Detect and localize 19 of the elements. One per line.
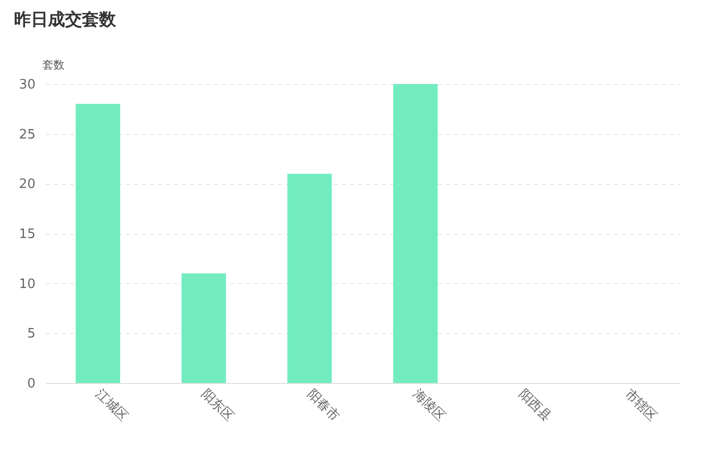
y-tick-label: 15 [18,227,36,242]
bar [393,84,438,383]
y-tick-label: 30 [18,78,36,92]
bar [182,273,226,383]
y-axis-title: 套数 [42,58,64,72]
chart-title: 昨日成交套数 [14,10,117,30]
y-tick-label: 25 [18,127,36,142]
x-tick-label: 阳东区 [198,386,236,425]
bar [76,104,120,383]
x-tick-label: 海陵区 [410,386,448,425]
y-tick-label: 20 [18,177,36,192]
y-tick-label: 0 [27,376,36,392]
y-tick-label: 10 [18,276,36,292]
y-tick-label: 5 [27,326,36,342]
x-tick-label: 市辖区 [621,386,660,425]
x-tick-label: 江城区 [92,386,130,425]
bar [287,174,332,383]
x-tick-label: 阳西县 [516,386,554,425]
x-tick-label: 阳春市 [304,386,342,425]
